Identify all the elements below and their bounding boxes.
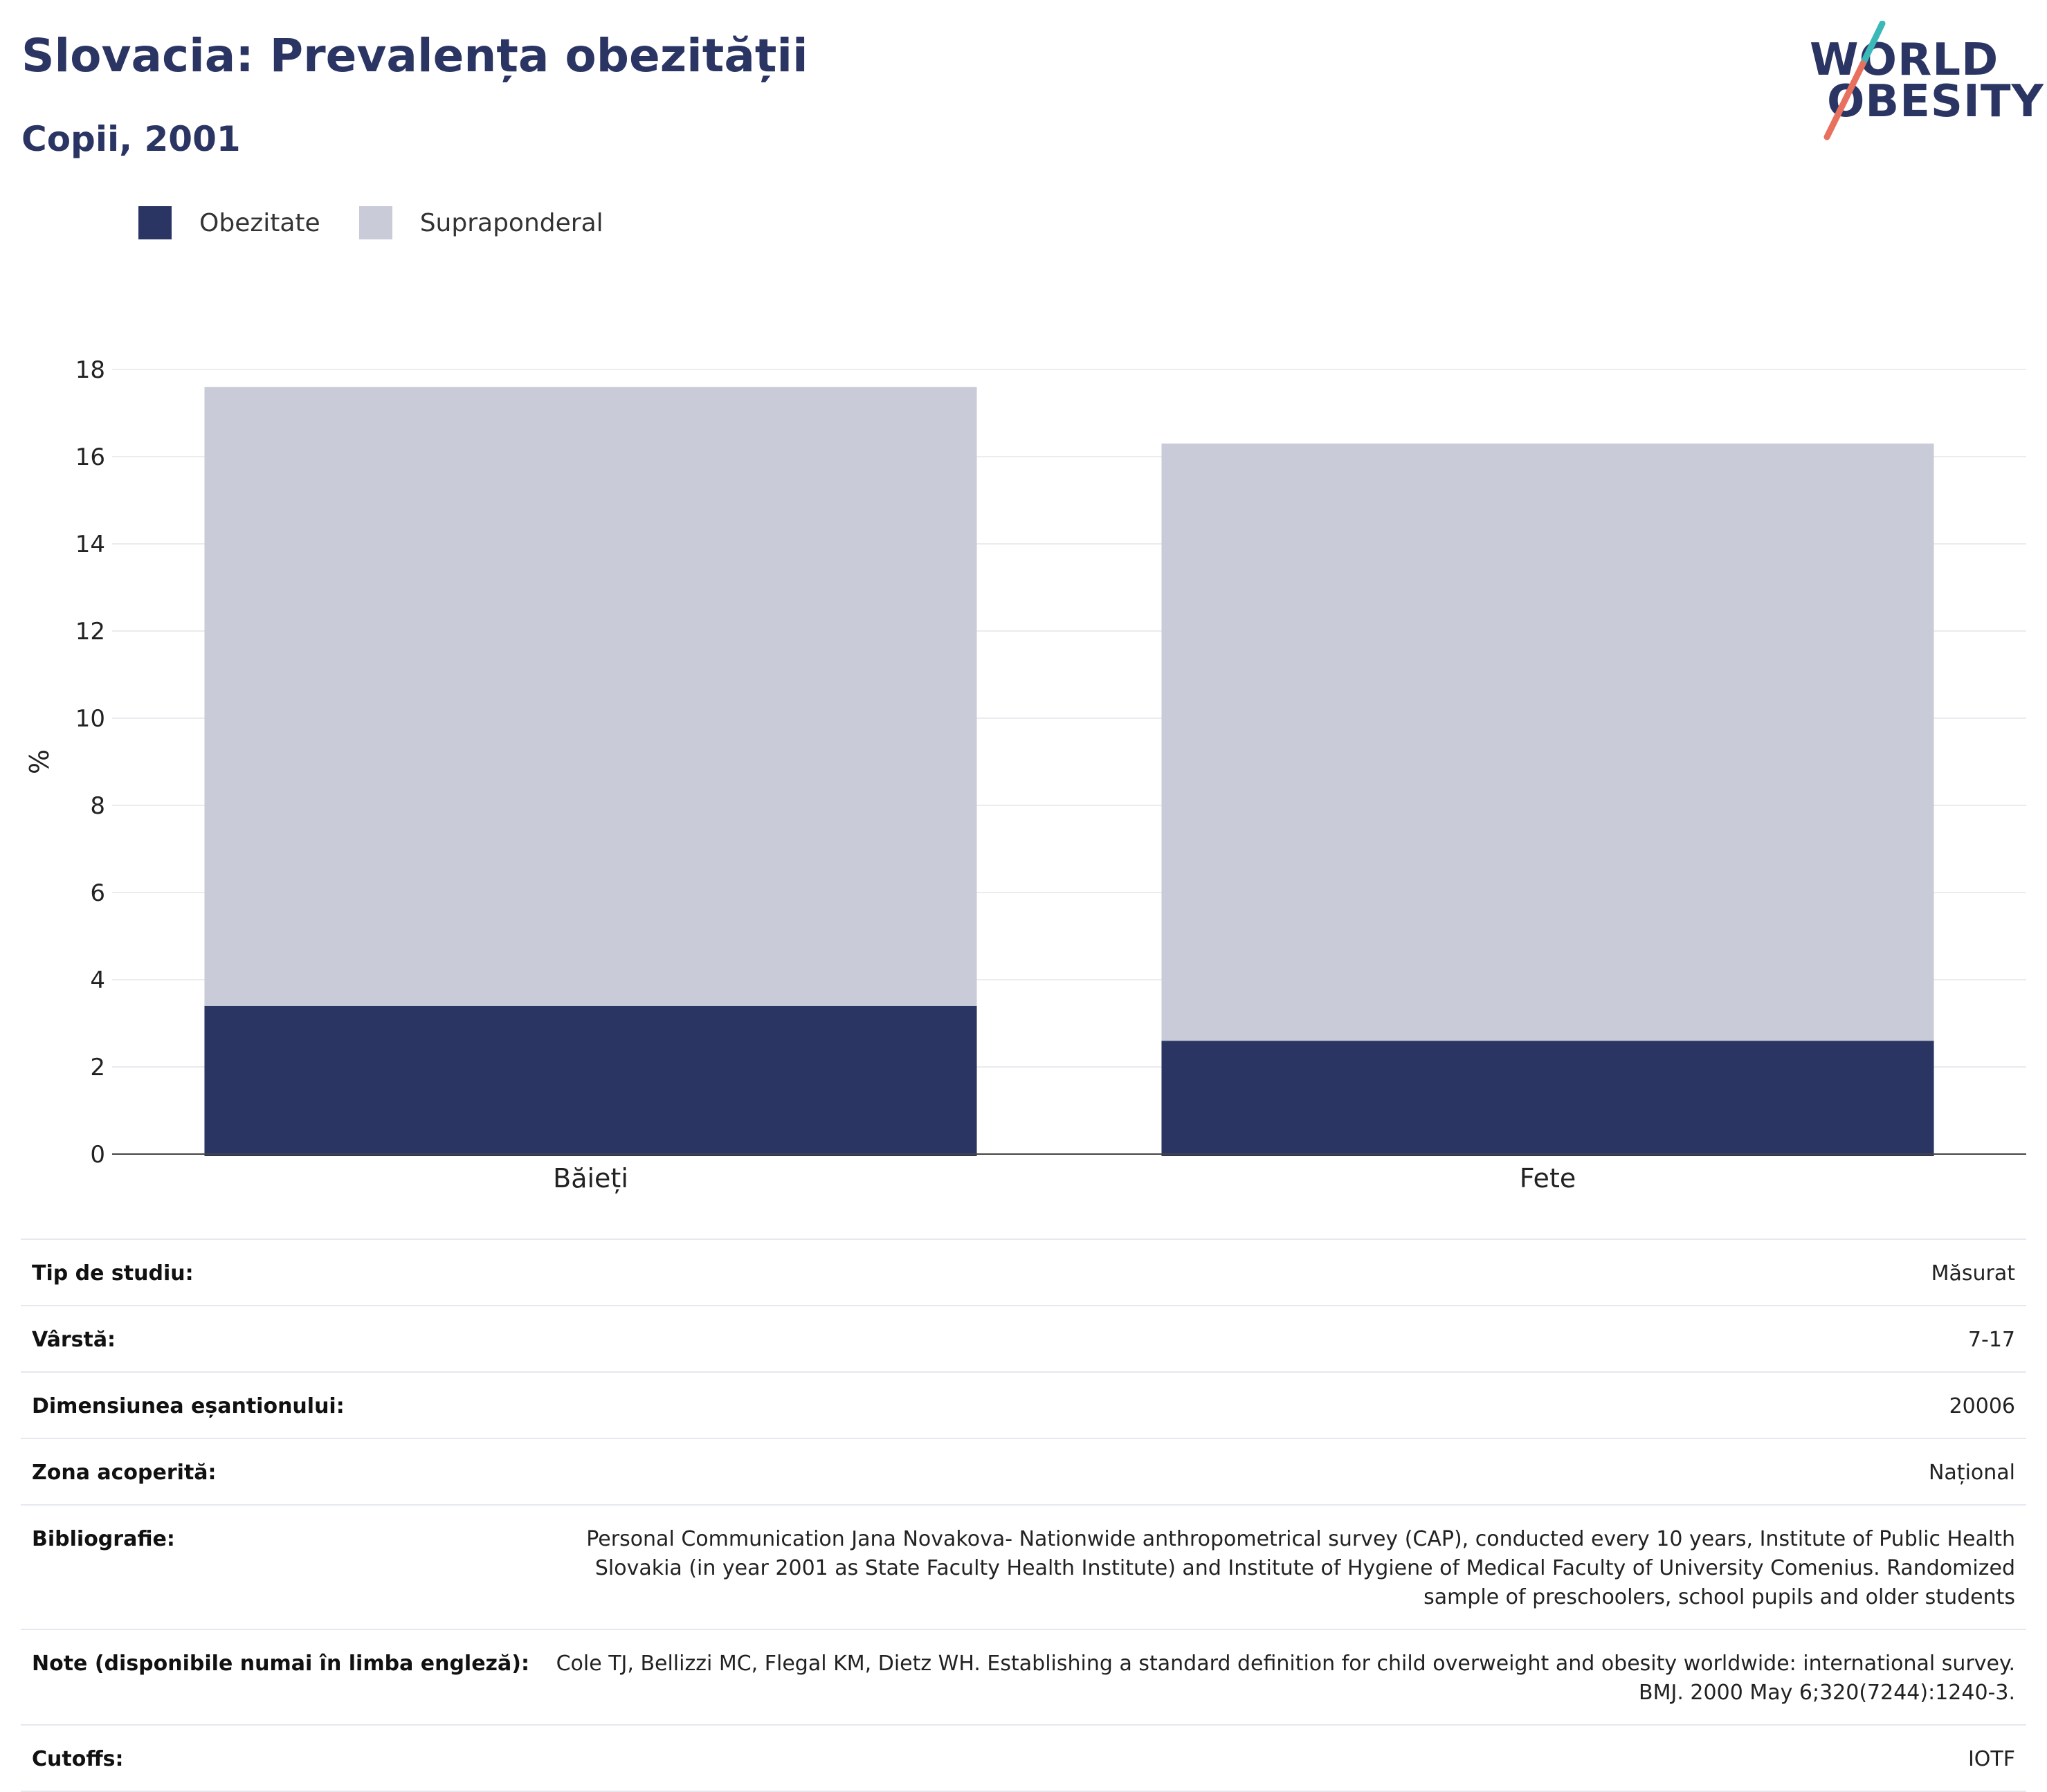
y-tick-label: 4: [90, 967, 105, 994]
meta-value: Măsurat: [1931, 1261, 2015, 1286]
y-tick-label: 12: [75, 618, 105, 646]
y-tick-label: 8: [90, 792, 105, 820]
meta-key: Tip de studiu:: [32, 1261, 194, 1286]
meta-value: 7-17: [1967, 1328, 2015, 1352]
table-row: Cutoffs: IOTF: [21, 1726, 2026, 1792]
bar-chart: 0 2 4 6 8 10 12 14 16 18% Băieți Fete: [24, 356, 2026, 1194]
meta-value: Personal Communication Jana Novakova- Na…: [586, 1527, 2015, 1609]
y-tick-label: 14: [75, 531, 105, 558]
meta-value: Cole TJ, Bellizzi MC, Flegal KM, Dietz W…: [556, 1652, 2015, 1705]
meta-key: Cutoffs:: [32, 1747, 124, 1771]
meta-key: Note (disponibile numai în limba engleză…: [32, 1652, 529, 1676]
logo-slash-icon: [1823, 21, 1886, 140]
meta-key: Zona acoperită:: [32, 1461, 217, 1485]
table-row: Note (disponibile numai în limba engleză…: [21, 1630, 2026, 1726]
table-row: Tip de studiu: Măsurat: [21, 1240, 2026, 1306]
page-subtitle: Copii, 2001: [21, 119, 241, 159]
bar-obesity-0: [204, 1005, 977, 1156]
y-tick-label: 0: [90, 1141, 105, 1169]
legend-item-overweight[interactable]: Supraponderal: [358, 206, 603, 239]
meta-value: IOTF: [1967, 1747, 2015, 1771]
table-row: Dimensiunea eșantionului: 20006: [21, 1373, 2026, 1439]
bar-overweight-0: [204, 387, 977, 1006]
y-axis-label: %: [24, 749, 55, 774]
legend-label-overweight: Supraponderal: [419, 208, 603, 237]
table-row: Bibliografie: Personal Communication Jana…: [21, 1506, 2026, 1630]
world-obesity-logo: WORLD OBESITY: [1806, 21, 2044, 145]
x-tick-label: Fete: [1520, 1163, 1576, 1194]
meta-key: Dimensiunea eșantionului:: [32, 1394, 345, 1418]
y-tick-label: 2: [90, 1054, 105, 1081]
legend-label-obesity: Obezitate: [199, 208, 320, 237]
legend-swatch-overweight: [358, 206, 392, 239]
bar-overweight-1: [1161, 444, 1934, 1041]
legend-item-obesity[interactable]: Obezitate: [138, 206, 320, 239]
x-tick-label: Băieți: [553, 1163, 628, 1194]
y-tick-label: 18: [75, 356, 105, 384]
logo-line-1: WORLD: [1810, 35, 1999, 86]
page-title: Slovacia: Prevalența obezității: [21, 29, 808, 82]
logo-line-2: OBESITY: [1827, 76, 2044, 127]
chart-legend: Obezitate Supraponderal: [138, 206, 642, 239]
meta-key: Bibliografie:: [32, 1527, 175, 1551]
study-details-table: Tip de studiu: Măsurat Vârstă: 7-17 Dimensiu…: [21, 1238, 2026, 1792]
bar-obesity-1: [1161, 1041, 1934, 1156]
y-tick-label: 16: [75, 444, 105, 471]
table-row: Zona acoperită: Național: [21, 1439, 2026, 1506]
table-row: Vârstă: 7-17: [21, 1306, 2026, 1373]
meta-value: 20006: [1949, 1394, 2015, 1418]
legend-swatch-obesity: [138, 206, 172, 239]
meta-key: Vârstă:: [32, 1328, 116, 1352]
meta-value: Național: [1928, 1461, 2015, 1485]
y-tick-label: 10: [75, 705, 105, 733]
y-tick-label: 6: [90, 879, 105, 907]
